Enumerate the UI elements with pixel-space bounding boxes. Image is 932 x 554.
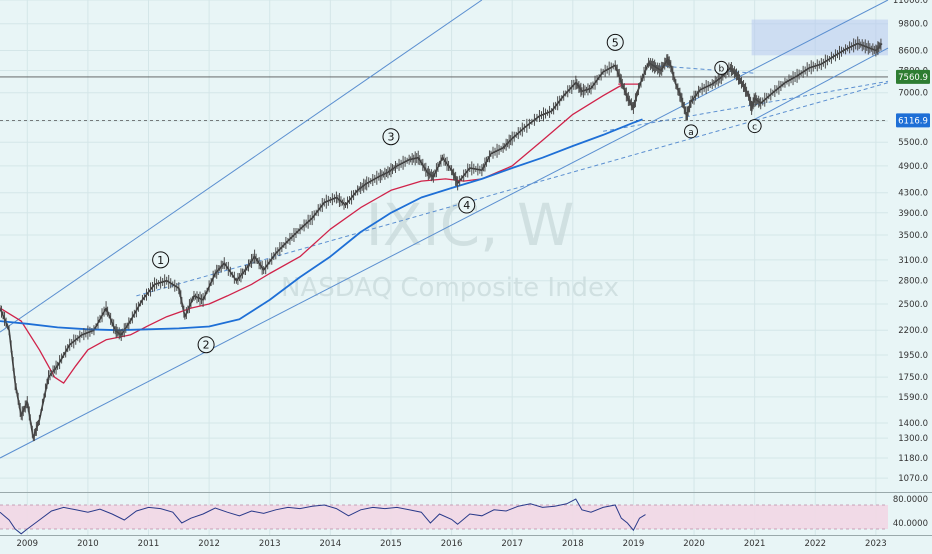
x-tick-label: 2017 <box>501 539 523 549</box>
price-tag-label: 7560.9 <box>898 73 928 83</box>
y-tick-label: 3100.0 <box>898 256 928 266</box>
wave-label: 5 <box>612 36 619 49</box>
price-tag-label: 6116.9 <box>898 116 928 126</box>
wave-marker <box>747 119 762 134</box>
channel-line <box>751 47 889 122</box>
oscillator-band <box>0 505 888 529</box>
price-tag <box>896 69 930 84</box>
y-tick-label: 1750.0 <box>898 373 928 383</box>
x-tick-label: 2021 <box>744 539 766 549</box>
x-tick-label: 2015 <box>380 539 402 549</box>
price-labels: 7560.9 6116.9 <box>896 69 930 128</box>
y-tick-label: 4900.0 <box>898 162 928 172</box>
oscillator-line <box>0 498 646 535</box>
y-tick-label: 2500.0 <box>898 300 928 310</box>
y-tick-label: 1400.0 <box>898 419 928 429</box>
price-tag <box>896 113 930 128</box>
oscillator-pane: 80.0000 40.0000 <box>0 495 928 535</box>
channel-line <box>0 0 889 459</box>
x-tick-label: 2014 <box>320 539 342 549</box>
wave-marker <box>684 124 699 139</box>
projection-zone <box>751 19 888 56</box>
y-tick-label: 1950.0 <box>898 351 928 361</box>
channel-line <box>136 82 889 297</box>
indicator-tick-label: 40.0000 <box>893 519 928 529</box>
y-tick-label: 11000.0 <box>893 0 928 6</box>
x-tick-label: 2016 <box>441 539 463 549</box>
trend-channels <box>0 0 889 459</box>
series-ma-short <box>0 83 625 384</box>
y-tick-label: 1070.0 <box>898 474 928 484</box>
channel-line <box>651 64 755 74</box>
y-tick-label: 8600.0 <box>898 47 928 57</box>
x-tick-label: 2019 <box>623 539 645 549</box>
x-tick-label: 2013 <box>259 539 281 549</box>
y-tick-label: 9800.0 <box>898 20 928 30</box>
wave-annotations: 1 2 3 4 5 a b c <box>152 33 762 354</box>
wave-label: a <box>688 128 694 138</box>
y-tick-label: 4300.0 <box>898 189 928 199</box>
watermark-name: NASDAQ Composite Index <box>281 273 619 303</box>
x-tick-label: 2012 <box>198 539 220 549</box>
x-tick-label: 2020 <box>683 539 705 549</box>
series-ma-long <box>0 118 643 332</box>
wave-label: 4 <box>463 199 470 212</box>
y-tick-label: 1180.0 <box>898 454 928 464</box>
channel-line <box>603 80 889 132</box>
wave-marker <box>152 251 170 269</box>
y-tick-label: 3900.0 <box>898 209 928 219</box>
wave-marker <box>197 336 215 354</box>
x-tick-label: 2022 <box>804 539 826 549</box>
horizontal-levels <box>0 76 888 121</box>
y-tick-label: 2200.0 <box>898 326 928 336</box>
y-tick-label: 3500.0 <box>898 231 928 241</box>
wave-marker <box>382 128 400 146</box>
channel-line <box>0 0 483 333</box>
indicator-tick-label: 80.0000 <box>893 495 928 505</box>
wave-label: 3 <box>387 131 394 144</box>
y-tick-label: 1590.0 <box>898 393 928 403</box>
wave-label: 2 <box>203 339 210 352</box>
series-group <box>0 36 883 442</box>
y-tick-label: 1300.0 <box>898 434 928 444</box>
wave-label: b <box>718 64 724 74</box>
x-tick-label: 2018 <box>562 539 584 549</box>
wave-marker <box>714 60 729 75</box>
x-tick-label: 2009 <box>16 539 38 549</box>
y-tick-label: 7000.0 <box>898 89 928 99</box>
y-tick-label: 2800.0 <box>898 277 928 287</box>
time-axis[interactable]: 2009 2010 2011 2012 2013 2014 2015 2016 2017 2018… <box>16 539 886 549</box>
x-tick-label: 2010 <box>77 539 99 549</box>
wave-label: c <box>752 123 757 133</box>
grid <box>0 0 932 536</box>
x-tick-label: 2023 <box>865 539 887 549</box>
x-tick-label: 2011 <box>138 539 160 549</box>
wave-label: 1 <box>157 254 164 267</box>
wave-marker <box>458 196 476 214</box>
y-tick-label: 5500.0 <box>898 138 928 148</box>
wave-marker <box>606 33 624 51</box>
projection-box <box>751 19 888 56</box>
